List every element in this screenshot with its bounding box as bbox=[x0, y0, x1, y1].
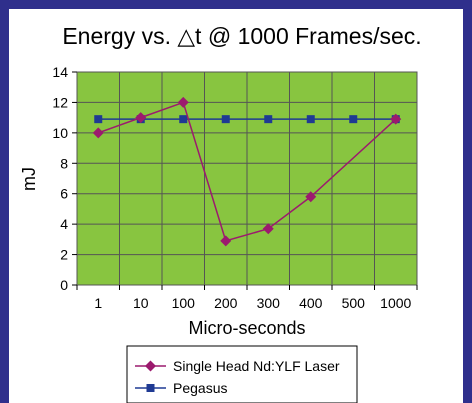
y-tick-label: 10 bbox=[52, 125, 68, 141]
vertical-gridlines bbox=[119, 72, 375, 285]
x-tick-label: 300 bbox=[257, 295, 281, 311]
y-tick-label: 8 bbox=[60, 155, 68, 171]
legend-marker bbox=[146, 384, 155, 392]
x-axis-ticks: 1 10 100 200 300 400 500 1000 bbox=[76, 285, 418, 311]
data-point bbox=[135, 112, 147, 124]
data-point bbox=[221, 115, 230, 124]
y-tick-label: 2 bbox=[60, 247, 68, 263]
x-tick-label: 100 bbox=[172, 295, 196, 311]
x-tick-label: 200 bbox=[214, 295, 238, 311]
y-tick-label: 0 bbox=[60, 277, 68, 293]
y-tick-label: 12 bbox=[52, 94, 68, 110]
data-point bbox=[264, 115, 273, 124]
series-group bbox=[92, 96, 402, 247]
data-point bbox=[220, 235, 232, 247]
y-tick-label: 14 bbox=[52, 64, 68, 80]
y-tick-label: 6 bbox=[60, 186, 68, 202]
y-axis-ticks: 0 2 4 6 8 10 12 14 bbox=[52, 64, 77, 293]
x-tick-label: 1 bbox=[94, 295, 102, 311]
x-tick-label: 400 bbox=[299, 295, 323, 311]
data-point bbox=[179, 115, 188, 124]
legend-entry-label: Single Head Nd:YLF Laser bbox=[173, 358, 340, 374]
x-tick-label: 10 bbox=[133, 295, 149, 311]
data-point bbox=[262, 223, 274, 235]
data-point bbox=[306, 115, 315, 124]
x-tick-label: 1000 bbox=[380, 295, 411, 311]
legend: Single Head Nd:YLF Laser Pegasus bbox=[126, 345, 358, 403]
data-point bbox=[349, 115, 358, 124]
x-tick-label: 500 bbox=[342, 295, 366, 311]
series-layer bbox=[92, 96, 402, 247]
chart-title: Energy vs. △t @ 1000 Frames/sec. bbox=[62, 23, 421, 49]
data-point bbox=[390, 113, 402, 125]
y-tick-label: 4 bbox=[60, 216, 68, 232]
legend-box bbox=[126, 345, 358, 403]
data-point bbox=[177, 96, 189, 108]
data-point bbox=[94, 115, 103, 124]
data-point bbox=[92, 127, 104, 139]
legend-marker bbox=[145, 360, 156, 372]
legend-entry-label: Pegasus bbox=[173, 380, 227, 396]
data-point bbox=[305, 191, 317, 203]
x-axis-label: Micro-seconds bbox=[188, 318, 305, 338]
y-axis-label: mJ bbox=[19, 167, 39, 191]
